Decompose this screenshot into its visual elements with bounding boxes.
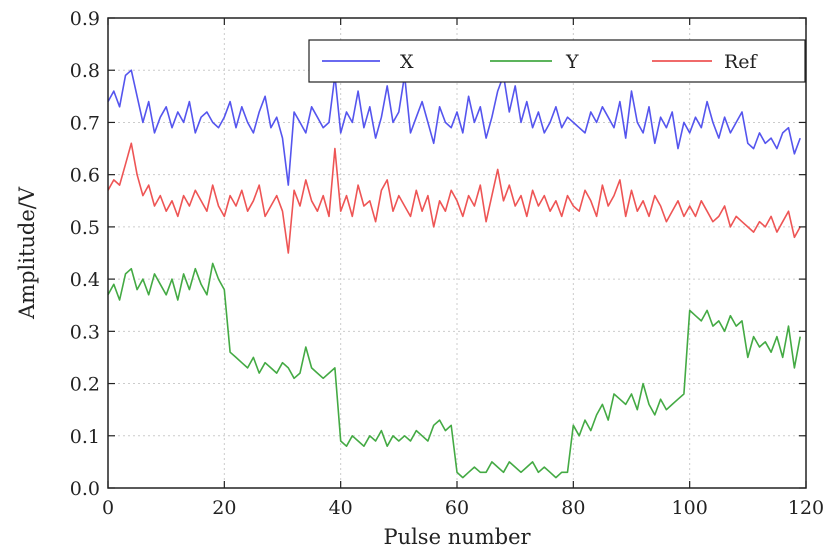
- x-tick-label: 0: [102, 497, 114, 519]
- y-tick-label: 0.3: [70, 321, 100, 343]
- y-tick-label: 0.8: [70, 60, 100, 82]
- axis-ticks: [107, 17, 807, 489]
- x-tick-label: 40: [329, 497, 353, 519]
- legend: X Y Ref: [308, 39, 806, 83]
- series-line-y: [107, 262, 801, 479]
- y-tick-label: 0.9: [70, 8, 100, 30]
- y-tick-label: 0.6: [70, 165, 100, 187]
- y-tick-label: 0.4: [70, 269, 100, 291]
- x-tick-label: 80: [561, 497, 585, 519]
- y-tick-label: 0.1: [70, 426, 100, 448]
- legend-box: [308, 39, 806, 83]
- y-tick-label: 0.2: [70, 374, 100, 396]
- x-tick-label: 120: [788, 497, 824, 519]
- x-tick-labels: 0 20 40 60 80 100 120: [102, 497, 824, 519]
- x-tick-label: 60: [445, 497, 469, 519]
- series-line-ref: [107, 142, 801, 254]
- y-tick-label: 0.5: [70, 217, 100, 239]
- x-axis-label: Pulse number: [383, 525, 531, 549]
- legend-label-y: Y: [565, 51, 579, 73]
- y-tick-label: 0.0: [70, 478, 100, 500]
- series-lines: [107, 69, 801, 479]
- legend-label-x: X: [400, 51, 414, 73]
- y-tick-label: 0.7: [70, 112, 100, 134]
- legend-label-ref: Ref: [724, 51, 759, 73]
- series-line-x: [107, 69, 801, 186]
- x-tick-label: 100: [672, 497, 708, 519]
- y-tick-labels: 0.0 0.1 0.2 0.3 0.4 0.5 0.6 0.7 0.8 0.9: [70, 8, 100, 500]
- grid: [107, 17, 807, 489]
- y-axis-label: Amplitude/V: [15, 186, 39, 320]
- x-tick-label: 20: [212, 497, 236, 519]
